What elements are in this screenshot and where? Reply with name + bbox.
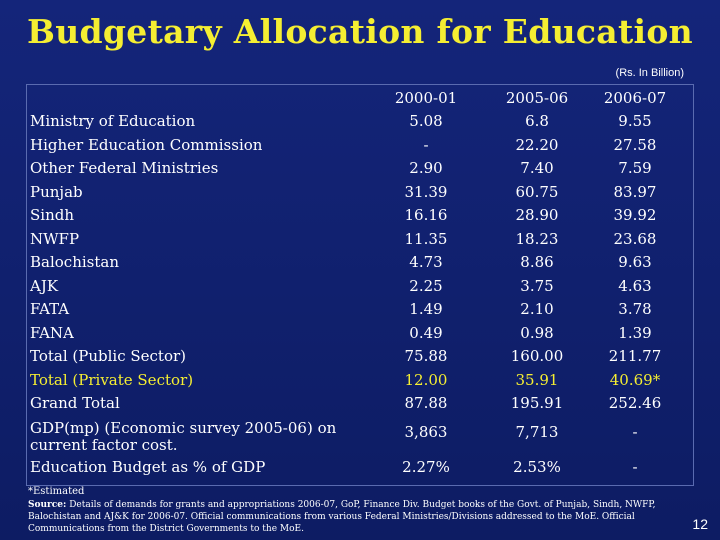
- cell: 7.59: [618, 159, 652, 177]
- cell: 35.91: [515, 370, 559, 389]
- row-label: Education Budget as % of GDP: [30, 457, 266, 476]
- cell: 252.46: [608, 394, 662, 412]
- cell: 2.10: [520, 300, 554, 318]
- cell: 6.8: [525, 112, 549, 130]
- cell: 3.78: [618, 300, 652, 318]
- cell: 195.91: [510, 394, 564, 412]
- slide-title: Budgetary Allocation for Education: [27, 12, 693, 51]
- row-label: Punjab: [30, 182, 83, 201]
- cell: 22.20: [515, 135, 559, 154]
- column-2000-01: 2000-01 5.08 - 2.90 31.39 16.16 11.35 4.…: [376, 86, 476, 479]
- table-border: [26, 84, 694, 486]
- cell: -: [423, 135, 429, 154]
- cell: 2.90: [409, 159, 443, 177]
- row-label: Other Federal Ministries: [30, 159, 219, 177]
- cell: 1.49: [409, 300, 443, 318]
- row-label: Balochistan: [30, 253, 119, 271]
- page-number: 12: [692, 516, 708, 532]
- row-label: FATA: [30, 300, 70, 318]
- row-label: Sindh: [30, 206, 74, 224]
- column-header: 2005-06: [505, 89, 569, 107]
- column-2005-06: 2005-06 6.8 22.20 7.40 60.75 28.90 18.23…: [487, 86, 587, 479]
- cell: 87.88: [404, 394, 448, 412]
- cell: 160.00: [510, 347, 564, 365]
- cell: 75.88: [404, 347, 448, 365]
- cell: 12.00: [404, 370, 448, 389]
- cell: 1.39: [618, 323, 652, 342]
- cell: 7.40: [520, 159, 554, 177]
- column-header: 2000-01: [394, 89, 458, 107]
- cell: 9.63: [618, 253, 652, 271]
- column-header: 2006-07: [603, 89, 667, 107]
- cell: 2.25: [409, 276, 443, 295]
- cell: 23.68: [613, 229, 657, 248]
- cell: 40.69*: [609, 370, 661, 389]
- cell: 8.86: [520, 253, 554, 271]
- cell: 9.55: [618, 112, 652, 130]
- cell: -: [632, 457, 638, 476]
- row-label: NWFP: [30, 229, 80, 248]
- source-text: Details of demands for grants and approp…: [28, 500, 656, 534]
- row-label: Grand Total: [30, 394, 120, 412]
- cell: 5.08: [409, 112, 443, 130]
- cell: 7,713: [515, 422, 559, 441]
- source-label: Source:: [28, 500, 67, 510]
- cell: 211.77: [608, 347, 662, 365]
- cell: 0.98: [520, 323, 554, 342]
- cell: 3.75: [520, 276, 554, 295]
- cell: 2.27%: [402, 457, 450, 476]
- cell: -: [632, 422, 638, 441]
- cell: 18.23: [515, 229, 559, 248]
- cell: 4.63: [618, 276, 652, 295]
- cell: 31.39: [404, 182, 448, 201]
- cell: 83.97: [613, 182, 657, 201]
- column-2006-07: 2006-07 9.55 27.58 7.59 83.97 39.92 23.6…: [585, 86, 685, 479]
- row-label: GDP(mp) (Economic survey 2005-06) on cur…: [30, 418, 337, 454]
- row-label: Total (Public Sector): [30, 347, 187, 365]
- cell: 27.58: [613, 135, 657, 154]
- row-label: AJK: [30, 276, 59, 295]
- cell: 28.90: [515, 206, 559, 224]
- row-label: Ministry of Education: [30, 112, 196, 130]
- cell: 0.49: [409, 323, 443, 342]
- cell: 2.53%: [513, 457, 561, 476]
- cell: 60.75: [515, 182, 559, 201]
- row-label: Higher Education Commission: [30, 135, 263, 154]
- row-labels: Ministry of Education Higher Education C…: [30, 110, 385, 479]
- source-note: Source: Details of demands for grants an…: [28, 499, 668, 535]
- row-label: Total (Private Sector): [30, 370, 194, 389]
- cell: 4.73: [409, 253, 443, 271]
- cell: 3,863: [404, 422, 448, 441]
- cell: 39.92: [613, 206, 657, 224]
- footnote: *Estimated: [28, 486, 85, 497]
- unit-note: (Rs. In Billion): [615, 67, 684, 79]
- row-label: FANA: [30, 323, 74, 342]
- cell: 11.35: [404, 229, 448, 248]
- cell: 16.16: [404, 206, 448, 224]
